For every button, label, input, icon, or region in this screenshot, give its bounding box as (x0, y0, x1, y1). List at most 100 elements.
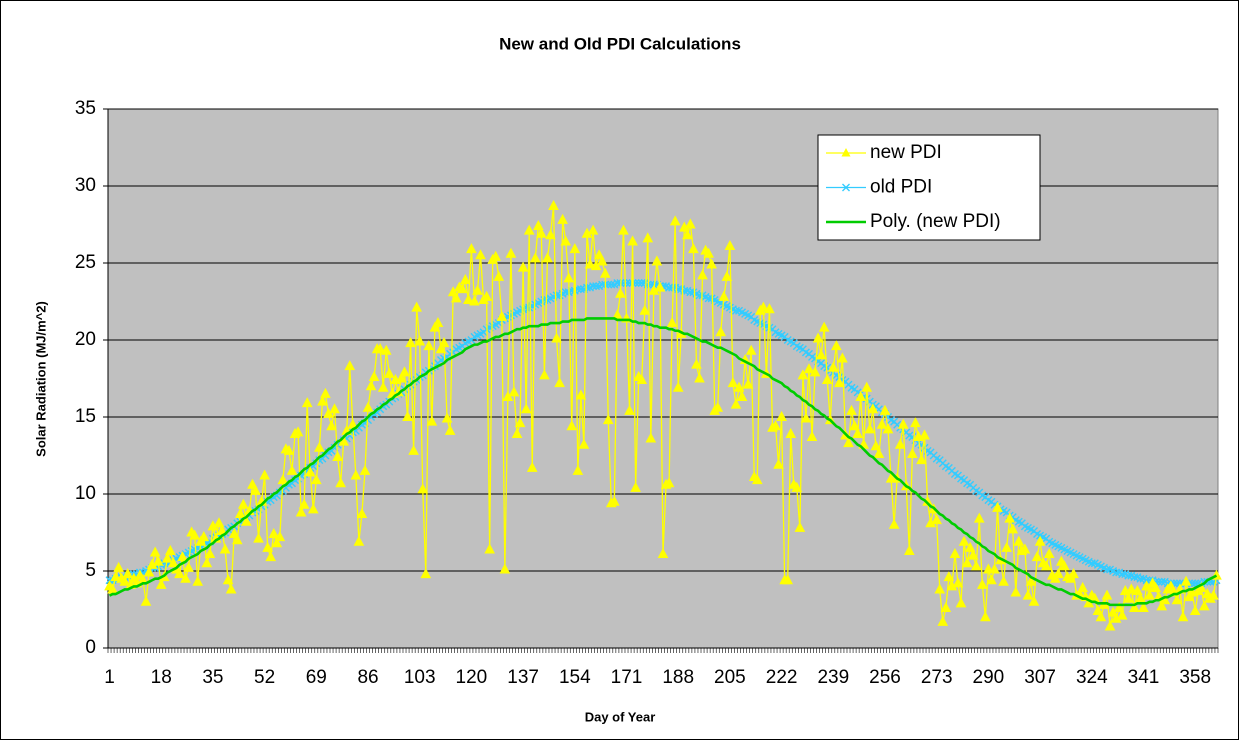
point-marker (609, 495, 620, 506)
point-marker (161, 552, 173, 563)
x-tick-label: 69 (306, 667, 327, 688)
point-marker (989, 563, 1000, 574)
point-marker (560, 235, 572, 246)
point-marker (1156, 600, 1168, 611)
point-marker (1116, 609, 1128, 620)
point-marker (916, 454, 927, 465)
point-marker (910, 417, 921, 428)
point-marker (837, 352, 848, 363)
x-tick-label: 358 (1179, 667, 1211, 688)
point-marker (542, 252, 553, 263)
point-marker (426, 415, 438, 426)
point-marker (198, 531, 210, 542)
chart-title: New and Old PDI Calculations (499, 34, 741, 53)
point-marker (192, 575, 204, 586)
point-marker (685, 218, 696, 229)
point-marker (949, 547, 961, 559)
point-marker (539, 369, 550, 380)
point-marker (758, 301, 769, 312)
point-marker (882, 423, 894, 434)
point-marker (733, 381, 745, 392)
point-marker (201, 557, 213, 568)
x-tick-label: 341 (1128, 667, 1160, 688)
point-marker (569, 243, 581, 254)
point-marker (1025, 575, 1037, 586)
point-marker (177, 551, 188, 562)
point-marker (770, 420, 781, 431)
point-marker (688, 243, 699, 254)
point-marker (1113, 601, 1125, 612)
point-marker (973, 512, 985, 523)
point-marker (785, 427, 797, 438)
point-marker (794, 521, 806, 532)
point-marker (1144, 589, 1155, 600)
legend-label: new PDI (870, 142, 942, 163)
point-marker (368, 370, 380, 381)
point-marker (152, 555, 164, 566)
point-marker (776, 410, 787, 421)
point-marker (1130, 573, 1139, 582)
point-marker (204, 547, 216, 559)
point-marker (958, 535, 970, 546)
point-marker (505, 247, 517, 258)
point-marker (536, 227, 547, 238)
point-marker (1125, 583, 1137, 594)
point-marker (943, 571, 955, 582)
point-marker (551, 332, 562, 343)
point-marker (961, 557, 973, 568)
point-marker (344, 360, 356, 371)
point-marker (1004, 512, 1016, 523)
point-marker (396, 372, 407, 383)
point-marker (265, 551, 277, 562)
point-marker (1022, 589, 1034, 600)
y-tick-label: 10 (75, 483, 96, 504)
point-marker (870, 440, 882, 451)
point-marker (1077, 581, 1089, 592)
point-marker (268, 527, 280, 539)
point-marker (634, 279, 643, 288)
point-marker (432, 316, 444, 328)
point-marker (411, 301, 423, 312)
point-marker (970, 560, 982, 571)
point-marker (613, 279, 622, 288)
point-marker (849, 420, 860, 431)
point-marker (1208, 589, 1219, 600)
point-marker (1118, 570, 1127, 579)
point-marker (592, 282, 601, 291)
point-marker (520, 403, 532, 414)
point-marker (189, 529, 201, 540)
y-tick-label: 30 (75, 175, 96, 196)
point-marker (219, 543, 231, 554)
series (104, 199, 1222, 631)
point-marker (730, 398, 742, 409)
point-marker (1001, 541, 1012, 552)
point-marker (1007, 523, 1019, 534)
point-marker (1157, 577, 1166, 586)
point-marker (809, 366, 821, 377)
point-marker (435, 343, 447, 354)
point-marker (864, 423, 876, 434)
point-marker (234, 507, 246, 519)
point-marker (1142, 576, 1151, 585)
point-marker (1124, 571, 1133, 580)
point-marker (532, 219, 544, 231)
point-marker (511, 427, 523, 438)
point-marker (472, 284, 483, 295)
x-tick-label: 18 (151, 667, 172, 688)
point-marker (681, 229, 693, 240)
point-marker (697, 269, 708, 280)
point-marker (271, 537, 283, 548)
point-marker (855, 390, 867, 401)
point-marker (1095, 611, 1107, 622)
y-tick-label: 25 (75, 252, 96, 273)
point-marker (599, 267, 611, 278)
point-marker (1136, 574, 1145, 583)
point-marker (119, 575, 131, 586)
point-marker (1122, 592, 1134, 603)
point-marker (508, 386, 520, 397)
point-marker (821, 373, 833, 385)
point-marker (1150, 581, 1161, 592)
point-marker (253, 532, 264, 543)
